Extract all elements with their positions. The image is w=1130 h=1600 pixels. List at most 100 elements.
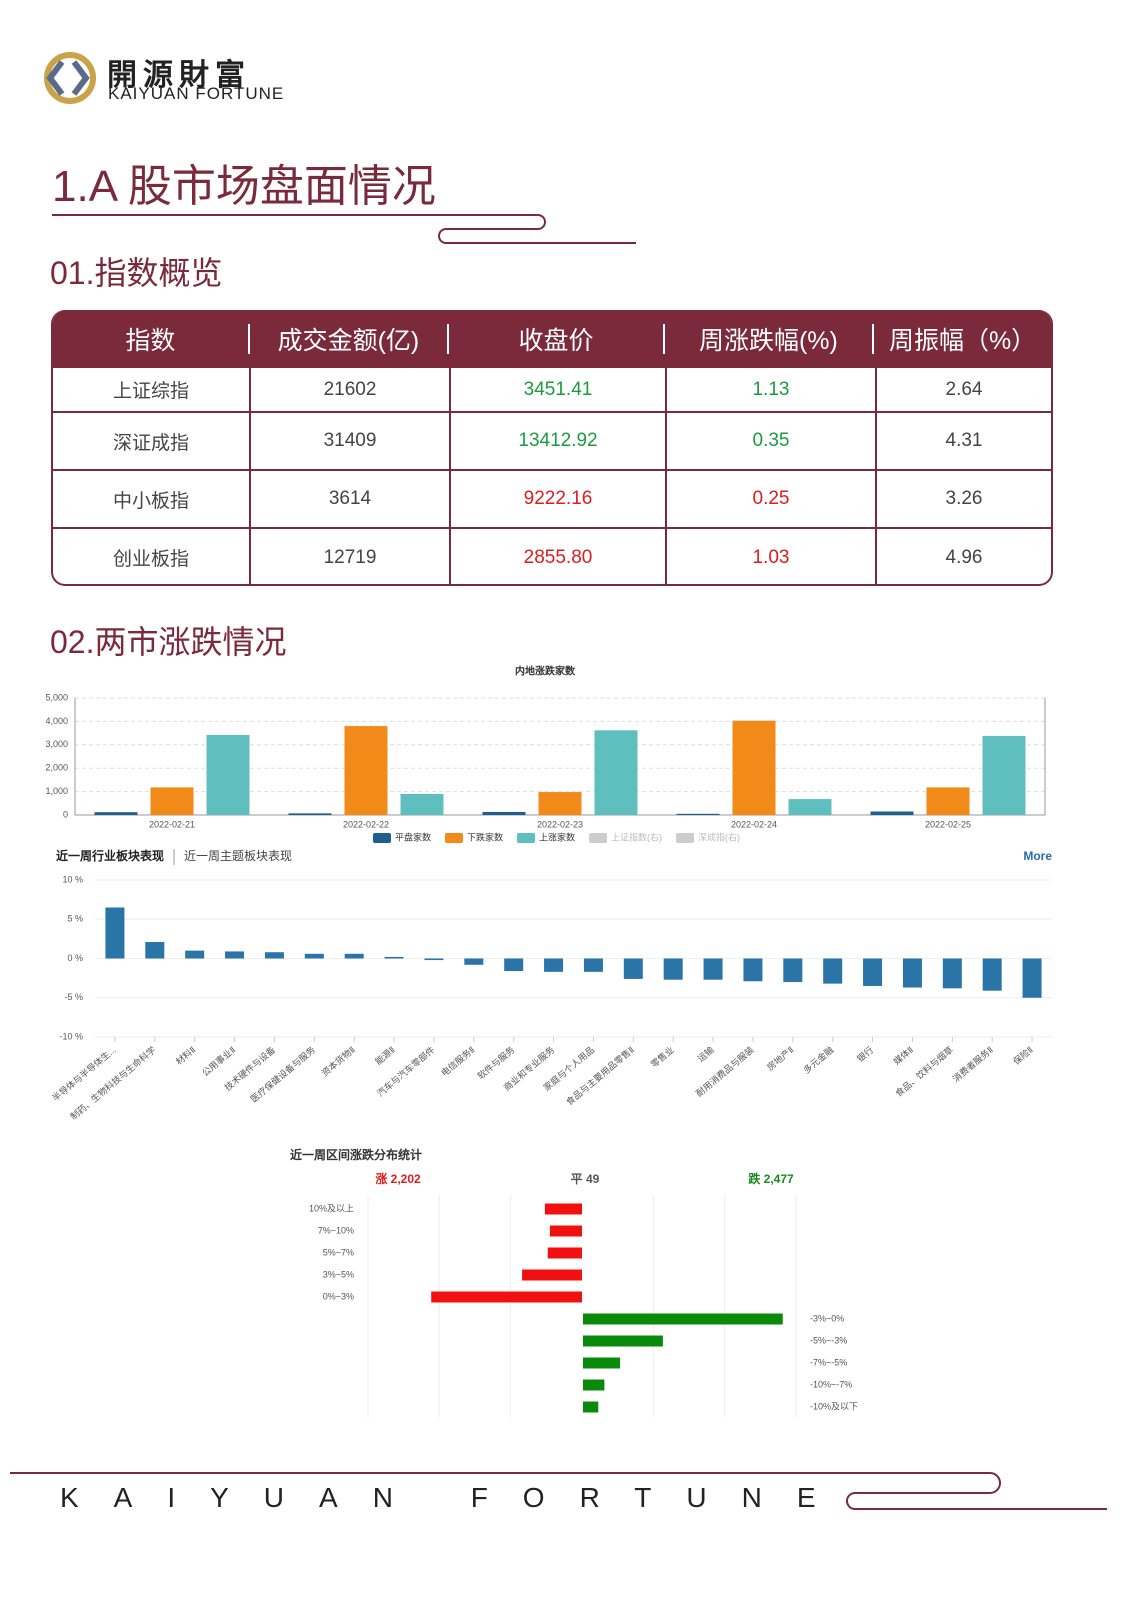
table-cell: 3451.41	[449, 368, 666, 412]
bar	[823, 958, 843, 984]
x-tick-label: 多元金融	[801, 1044, 836, 1076]
bar	[594, 730, 638, 815]
section-title: 01.指数概览	[50, 255, 223, 291]
y-tick-label: 10 %	[62, 874, 83, 884]
table-cell: 上证综指	[112, 381, 189, 402]
x-tick-label: 2022-02-25	[925, 819, 971, 829]
y-tick-label: -5 %	[64, 992, 83, 1002]
table-cell: 21602	[249, 368, 450, 412]
bar	[264, 952, 284, 959]
bar	[583, 1357, 621, 1369]
y-tick-label: 1,000	[45, 786, 68, 796]
bar	[145, 942, 165, 959]
table-cell: 9222.16	[449, 469, 666, 528]
table-row: 创业板指 12719 2855.80 1.03 4.96	[53, 527, 1051, 584]
bar	[424, 958, 444, 961]
x-tick-label: 2022-02-23	[537, 819, 583, 829]
x-tick-label: 银行	[855, 1044, 876, 1064]
table-cell: 4.96	[875, 527, 1051, 584]
bar	[549, 1225, 582, 1237]
y-tick-label: -10 %	[59, 1031, 83, 1041]
bar	[384, 956, 404, 959]
category-label: 7%~10%	[318, 1225, 354, 1235]
bar	[344, 953, 364, 959]
section-title: 02.两市涨跌情况	[50, 624, 287, 660]
category-label: -7%~-5%	[810, 1357, 847, 1367]
x-tick-label: 2022-02-22	[343, 819, 389, 829]
bar	[703, 958, 723, 980]
bar	[676, 813, 720, 815]
bar	[150, 787, 194, 815]
table-cell: 2.64	[875, 368, 1051, 412]
bar	[583, 1313, 783, 1325]
table-cell: 13412.92	[449, 411, 666, 470]
tab: 近一周主题板块表现	[184, 849, 292, 863]
x-tick-label: 运输	[695, 1044, 716, 1064]
bar	[288, 813, 332, 815]
x-tick-label: 2022-02-21	[149, 819, 195, 829]
x-tick-label: 保险Ⅱ	[1011, 1044, 1035, 1067]
x-tick-label: 食品与主要用品零售Ⅱ	[564, 1044, 637, 1107]
bar	[623, 958, 643, 979]
index-table: 指数 成交金额(亿) 收盘价 周涨跌幅(%) 周振幅（%） 上证综指 21602 3451.…	[51, 310, 1053, 586]
bar	[544, 958, 564, 972]
x-tick-label: 房地产Ⅱ	[764, 1044, 795, 1073]
table-header: 指数 成交金额(亿) 收盘价 周涨跌幅(%) 周振幅（%）	[53, 310, 1051, 368]
legend-swatch	[517, 833, 536, 843]
y-tick-label: 4,000	[45, 716, 68, 726]
bar	[504, 958, 524, 972]
table-cell: 中小板指	[53, 469, 250, 528]
table-cell: 深证成指	[53, 411, 250, 470]
y-tick-label: 3,000	[45, 739, 68, 749]
bar	[400, 793, 444, 815]
bar	[982, 958, 1002, 991]
bar	[863, 958, 883, 986]
bar	[902, 958, 922, 988]
column-header: 周涨跌幅(%)	[662, 324, 872, 355]
x-tick-label: 公用事业Ⅱ	[199, 1044, 237, 1078]
x-tick-label: 2022-02-24	[731, 819, 777, 829]
chart-title: 内地涨跌家数	[515, 665, 576, 678]
table-row: 中小板指 3614 9222.16 0.25 3.26	[53, 469, 1051, 528]
bar	[544, 1203, 582, 1215]
category-label: -10%~-7%	[810, 1379, 852, 1389]
legend-label: 上证指数(右)	[611, 831, 662, 842]
table-cell: 12719	[249, 527, 450, 584]
category-label: 10%及以上	[309, 1203, 354, 1213]
bar	[743, 958, 763, 982]
table-cell: 31409	[249, 411, 450, 470]
title-rule	[52, 214, 636, 244]
category-label: 0%~3%	[323, 1291, 354, 1301]
table-cell: 1.03	[665, 527, 876, 584]
bar	[583, 1401, 599, 1413]
summary-label: 跌 2,477	[748, 1171, 794, 1186]
x-tick-label: 电信服务Ⅱ	[439, 1044, 477, 1078]
legend-label: 平盘家数	[395, 831, 431, 842]
bar	[225, 951, 245, 959]
table-row: 上证综指 21602 3451.41 1.13 2.64	[53, 368, 1051, 412]
x-tick-label: 零售业	[648, 1044, 676, 1070]
column-header: 成交金额(亿)	[247, 324, 448, 355]
legend-label: 上涨家数	[539, 831, 575, 842]
bar	[482, 811, 526, 815]
legend-label: 下跌家数	[467, 831, 503, 842]
bar	[583, 1379, 605, 1391]
table-row: 深证成指 31409 13412.92 0.35 4.31	[53, 411, 1051, 470]
bar	[870, 811, 914, 815]
y-tick-label: 2,000	[45, 763, 68, 773]
column-header: 指数	[125, 327, 176, 355]
legend-swatch	[373, 833, 391, 843]
chart-title: 近一周区间涨跌分布统计	[290, 1147, 422, 1162]
category-label: -10%及以下	[810, 1401, 858, 1411]
x-tick-label: 半导体与半导体生...	[50, 1044, 118, 1104]
column-header: 周振幅（%）	[872, 324, 1051, 355]
category-label: 5%~7%	[323, 1247, 354, 1257]
bar	[522, 1269, 582, 1281]
table-cell: 0.25	[665, 469, 876, 528]
x-tick-label: 软件与服务	[475, 1044, 517, 1081]
category-label: -5%~-3%	[810, 1335, 847, 1345]
x-tick-label: 消费者服务Ⅱ	[950, 1044, 995, 1084]
